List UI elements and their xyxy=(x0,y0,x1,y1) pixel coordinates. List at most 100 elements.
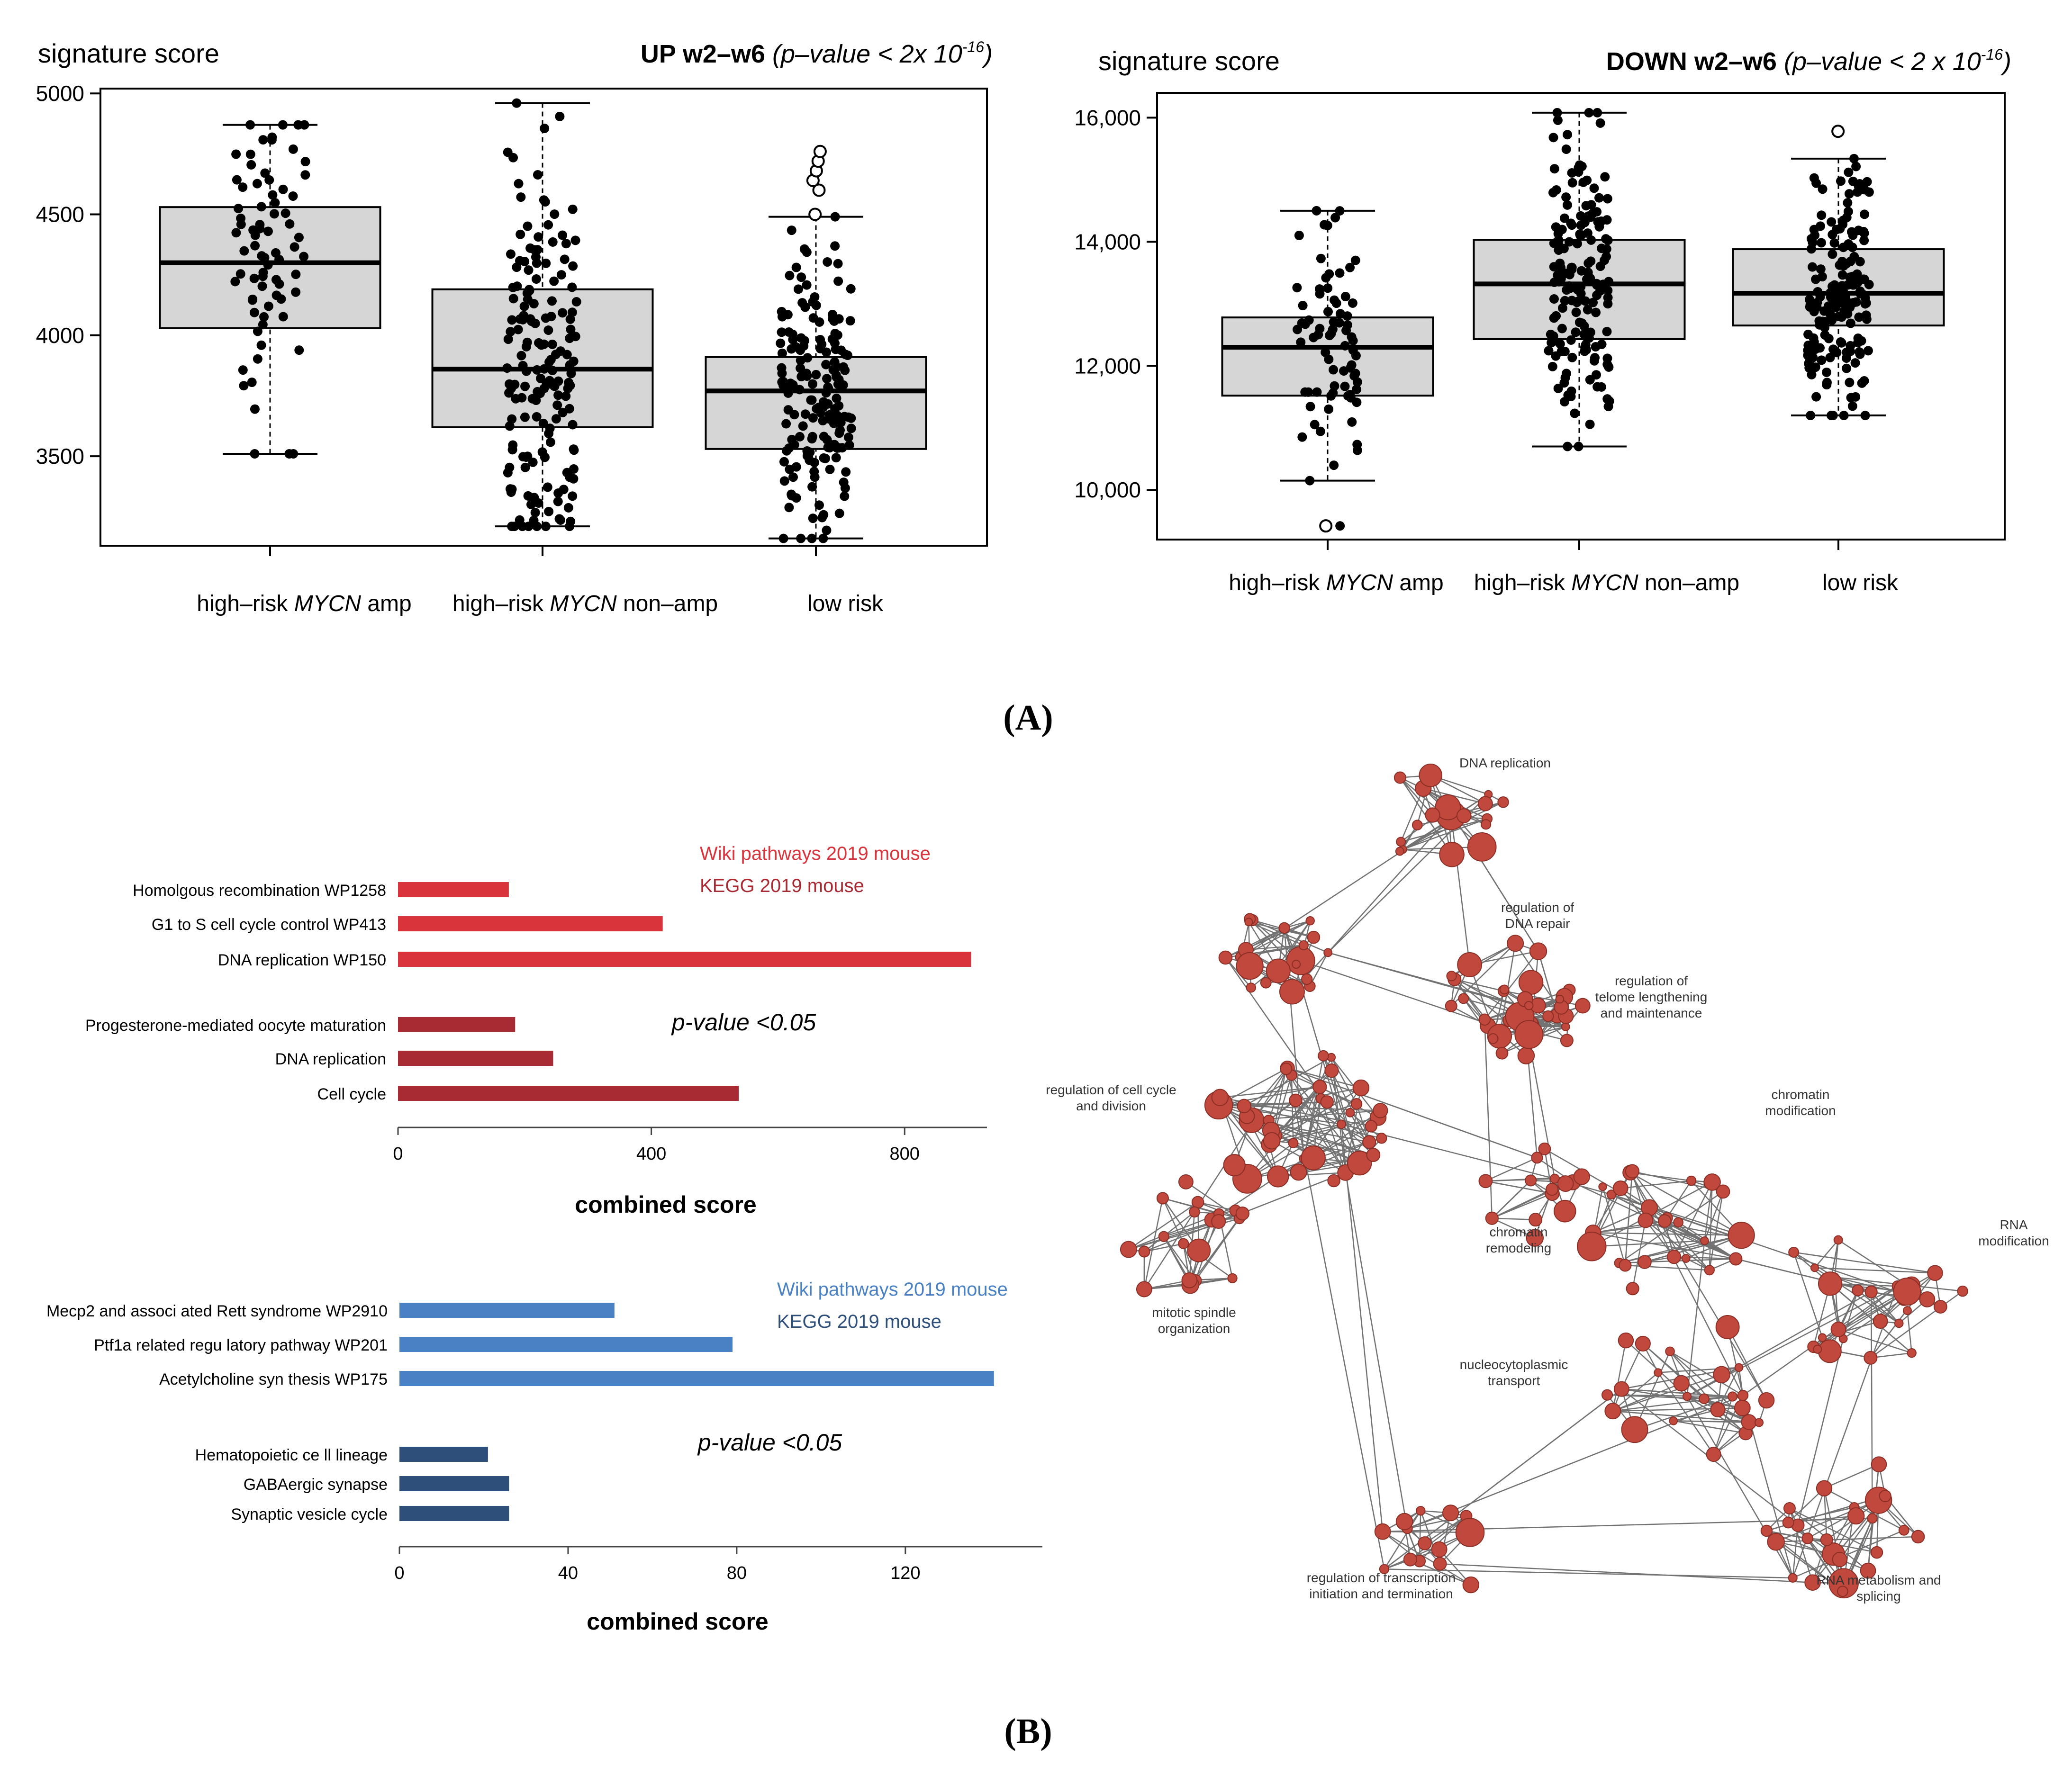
data-point xyxy=(1816,238,1826,248)
network-edge xyxy=(1792,1525,1799,1578)
network-edge xyxy=(1621,1388,1733,1397)
network-node xyxy=(1418,1536,1432,1550)
y-tick-label: 5000 xyxy=(36,81,84,106)
data-point xyxy=(1585,328,1595,338)
data-point xyxy=(785,270,795,280)
network-edge xyxy=(1319,1086,1379,1118)
data-point xyxy=(247,378,257,387)
network-node xyxy=(1760,1524,1773,1537)
data-point xyxy=(777,327,787,337)
data-point xyxy=(1860,209,1870,219)
network-label: regulation of cell cycle and division xyxy=(1046,1082,1176,1113)
network-node xyxy=(1758,1392,1775,1409)
network-node xyxy=(1365,1120,1377,1133)
data-point xyxy=(565,472,575,482)
data-point xyxy=(1329,365,1339,375)
network-edge xyxy=(1793,1252,1823,1338)
data-point xyxy=(515,314,525,324)
network-edge xyxy=(1345,1172,1408,1529)
network-edge xyxy=(1814,1267,1936,1274)
network-edge xyxy=(1128,1213,1220,1250)
network-edge xyxy=(1792,1530,1904,1579)
network-node xyxy=(1818,1333,1827,1342)
network-edge xyxy=(1410,1515,1467,1560)
bar xyxy=(399,1506,509,1521)
network-node xyxy=(1478,1013,1491,1026)
data-point xyxy=(545,437,555,447)
network-node xyxy=(1879,1489,1891,1503)
network-node xyxy=(1871,1456,1887,1473)
bar xyxy=(399,1337,733,1352)
data-point xyxy=(800,409,810,419)
legend-entry: Wiki pathways 2019 mouse xyxy=(777,1279,1008,1300)
network-node xyxy=(1462,1576,1480,1594)
data-point xyxy=(791,262,801,272)
network-node xyxy=(1395,1513,1413,1531)
data-point xyxy=(1350,255,1360,265)
network-edge xyxy=(1686,1241,1705,1397)
data-point xyxy=(1348,298,1357,308)
data-point xyxy=(1340,341,1350,351)
data-point xyxy=(568,261,578,271)
network-edge xyxy=(1817,1286,1898,1350)
network-node xyxy=(1737,1389,1749,1401)
network-edge xyxy=(1619,1191,1724,1264)
data-point xyxy=(845,316,855,326)
data-point xyxy=(299,252,309,261)
data-point xyxy=(1570,408,1580,418)
data-point xyxy=(1563,442,1573,451)
data-point xyxy=(821,360,831,369)
network-node xyxy=(1120,1241,1137,1258)
data-point xyxy=(531,274,541,284)
network-node xyxy=(1574,998,1591,1014)
network-edge xyxy=(1287,1067,1361,1089)
data-point xyxy=(1347,332,1357,342)
network-node xyxy=(1820,1533,1833,1546)
network-edge xyxy=(1485,1178,1555,1182)
network-edge xyxy=(1612,1374,1722,1412)
data-point xyxy=(1850,358,1860,368)
category-label: Hematopoietic ce ll lineage xyxy=(195,1446,388,1464)
data-point xyxy=(1316,253,1326,263)
network-edge xyxy=(1703,1398,1746,1434)
network-edge xyxy=(1823,1488,1845,1584)
data-point xyxy=(1862,314,1872,324)
network-node xyxy=(1529,1213,1543,1227)
network-node xyxy=(1395,847,1404,856)
network-edge xyxy=(1402,818,1487,850)
data-point xyxy=(1586,200,1596,210)
data-point xyxy=(1817,272,1827,282)
data-point xyxy=(1588,297,1598,307)
data-point xyxy=(1839,411,1849,421)
network-node xyxy=(1716,1184,1730,1199)
network-edge xyxy=(1309,952,1329,987)
data-point xyxy=(1580,296,1590,306)
network-edge xyxy=(1645,1220,1710,1271)
data-point xyxy=(505,484,515,494)
data-point xyxy=(1851,162,1861,171)
data-point xyxy=(779,457,789,467)
network-edge xyxy=(1249,918,1329,954)
data-point xyxy=(1860,293,1870,303)
bar xyxy=(398,1051,553,1066)
network-label: regulation of telome lengthening and maint… xyxy=(1595,973,1708,1020)
x-tick-label: 120 xyxy=(890,1563,920,1583)
data-point xyxy=(808,379,818,389)
data-point xyxy=(538,418,548,428)
network-edge xyxy=(1439,1563,1813,1583)
data-point xyxy=(1326,328,1336,338)
network-node xyxy=(1788,1247,1800,1258)
data-point xyxy=(1584,108,1594,117)
data-point xyxy=(802,280,812,290)
network-node xyxy=(1218,950,1233,965)
data-point xyxy=(1582,175,1592,185)
network-edge xyxy=(1484,1019,1493,1218)
network-node xyxy=(1244,918,1253,927)
data-point xyxy=(1807,369,1817,379)
network-node xyxy=(1416,1505,1426,1516)
data-point xyxy=(808,514,818,523)
data-point xyxy=(563,503,573,513)
data-point xyxy=(795,432,805,442)
network-edge xyxy=(1657,1372,1714,1455)
network-label: regulation of transcription initiation an… xyxy=(1307,1570,1456,1601)
